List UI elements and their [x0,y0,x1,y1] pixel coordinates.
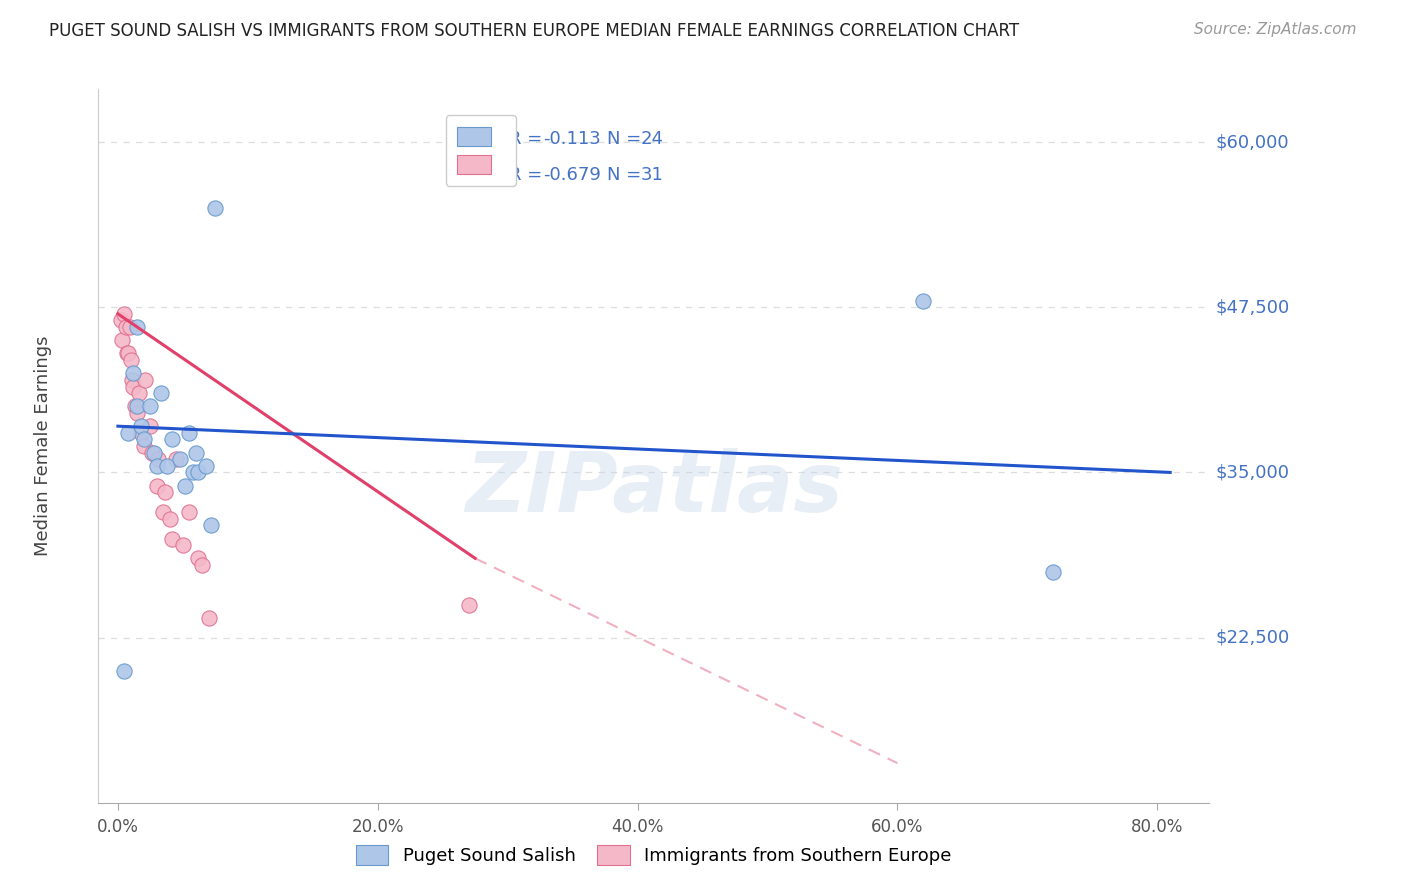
Point [146,458,169,473]
Point [111,333,134,347]
Point [139,400,162,414]
Point [200,518,222,533]
Text: -0.679: -0.679 [543,166,600,184]
Text: Source: ZipAtlas.com: Source: ZipAtlas.com [1194,22,1357,37]
Point [127,320,149,334]
Text: N =: N = [607,166,641,184]
Point [179,505,201,519]
Point [121,373,143,387]
Text: ZIPatlas: ZIPatlas [465,449,842,529]
Text: Median Female Earnings: Median Female Earnings [34,335,52,557]
Point [129,425,152,440]
Point [195,458,218,473]
Point [187,551,209,566]
Point [129,419,152,434]
Point [124,400,146,414]
Point [204,201,226,215]
Point [134,373,156,387]
Text: PUGET SOUND SALISH VS IMMIGRANTS FROM SOUTHERN EUROPE MEDIAN FEMALE EARNINGS COR: PUGET SOUND SALISH VS IMMIGRANTS FROM SO… [49,22,1019,40]
Point [187,466,209,480]
Legend: Puget Sound Salish, Immigrants from Southern Europe: Puget Sound Salish, Immigrants from Sout… [349,838,959,872]
Text: 31: 31 [641,166,664,184]
Point [118,320,141,334]
Point [181,466,204,480]
Text: 24: 24 [641,130,664,148]
Point [912,293,935,308]
Point [184,445,207,459]
Point [117,346,139,360]
Point [156,458,179,473]
Point [172,538,194,552]
Point [110,313,132,327]
Point [146,478,169,492]
Point [117,425,139,440]
Point [120,353,142,368]
Point [114,320,136,334]
Point [162,532,184,546]
Point [112,307,135,321]
Text: R =: R = [509,130,543,148]
Point [179,425,201,440]
Point [149,386,172,401]
Point [132,433,155,447]
Text: $60,000: $60,000 [1216,133,1289,151]
Point [127,400,149,414]
Point [143,445,166,459]
Text: $35,000: $35,000 [1216,464,1289,482]
Point [139,419,162,434]
Point [132,439,155,453]
Text: N =: N = [607,130,641,148]
Point [191,558,214,572]
Point [153,485,176,500]
Point [1042,565,1064,579]
Point [122,379,145,393]
Text: $47,500: $47,500 [1216,298,1289,317]
Point [198,611,221,625]
Point [141,445,163,459]
Point [128,386,150,401]
Point [112,664,135,678]
Text: -0.113: -0.113 [543,130,600,148]
Text: $22,500: $22,500 [1216,629,1289,647]
Point [122,367,145,381]
Point [174,478,197,492]
Point [159,511,181,525]
Point [169,452,191,467]
Point [162,433,184,447]
Text: R =: R = [509,166,543,184]
Point [148,452,170,467]
Point [457,598,479,612]
Point [115,346,138,360]
Point [165,452,187,467]
Point [127,406,149,420]
Point [152,505,174,519]
